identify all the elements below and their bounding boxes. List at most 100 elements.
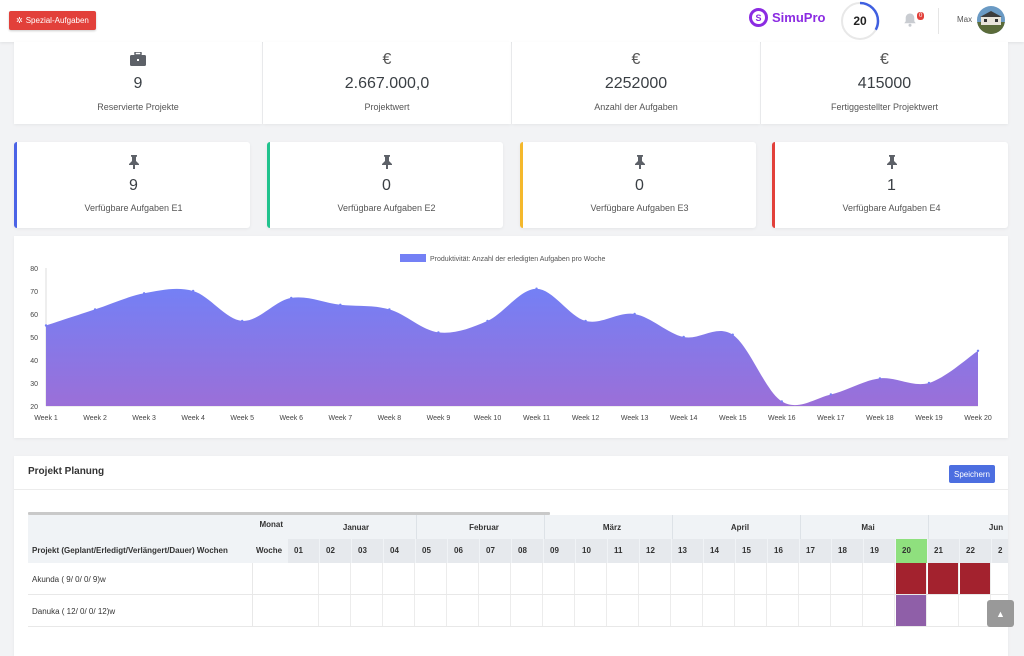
data-point[interactable] — [584, 319, 587, 323]
schedule-cell[interactable] — [608, 595, 639, 626]
schedule-cell[interactable] — [736, 563, 767, 594]
schedule-cell[interactable] — [640, 563, 671, 594]
schedule-cell[interactable] — [896, 595, 927, 626]
task-label: Verfügbare Aufgaben E4 — [842, 203, 941, 213]
task-label: Verfügbare Aufgaben E2 — [337, 203, 436, 213]
schedule-cell[interactable] — [384, 595, 415, 626]
x-tick-label: Week 8 — [378, 415, 402, 422]
schedule-cell[interactable] — [480, 595, 511, 626]
y-tick-label: 20 — [30, 404, 38, 411]
schedule-cell[interactable] — [864, 563, 895, 594]
schedule-cell[interactable] — [576, 563, 607, 594]
schedule-cell[interactable] — [448, 595, 479, 626]
task-label: Verfügbare Aufgaben E1 — [84, 203, 183, 213]
x-tick-label: Week 10 — [474, 415, 502, 422]
avatar[interactable] — [977, 6, 1005, 34]
data-point[interactable] — [731, 333, 734, 336]
legend-swatch[interactable] — [400, 254, 426, 262]
special-tasks-button[interactable]: ✲ Spezial-Aufgaben — [9, 11, 96, 30]
schedule-cell[interactable] — [960, 563, 991, 594]
week-header-cell — [672, 539, 703, 563]
horizontal-scrollbar[interactable] — [28, 512, 550, 515]
schedule-cell[interactable] — [800, 595, 831, 626]
data-point[interactable] — [976, 349, 980, 352]
save-button[interactable]: Speichern — [949, 465, 995, 483]
schedule-cell[interactable] — [512, 563, 543, 594]
schedule-cell[interactable] — [416, 595, 447, 626]
schedule-cell[interactable] — [832, 563, 863, 594]
schedule-cell[interactable] — [672, 563, 703, 594]
schedule-cell[interactable] — [448, 563, 479, 594]
data-point[interactable] — [878, 377, 882, 380]
notification-bell-icon[interactable] — [902, 12, 918, 28]
schedule-cell[interactable] — [800, 563, 831, 594]
task-label: Verfügbare Aufgaben E3 — [590, 203, 689, 213]
month-divider — [800, 515, 801, 539]
x-tick-label: Week 17 — [817, 415, 845, 422]
cell-divider — [252, 595, 253, 627]
data-point[interactable] — [682, 335, 685, 339]
schedule-cell[interactable] — [352, 563, 383, 594]
data-point[interactable] — [927, 381, 931, 385]
scroll-to-top-button[interactable]: ▲ — [987, 600, 1014, 627]
schedule-cell[interactable] — [992, 563, 1008, 594]
schedule-cell[interactable] — [416, 563, 447, 594]
schedule-cell[interactable] — [352, 595, 383, 626]
brand-logo[interactable]: S SimuPro — [749, 8, 825, 27]
euro-icon: € — [382, 51, 392, 68]
data-point[interactable] — [388, 308, 391, 311]
schedule-cell[interactable] — [928, 563, 959, 594]
data-point[interactable] — [241, 319, 244, 323]
data-point[interactable] — [290, 296, 293, 300]
week-header-cell — [640, 539, 671, 563]
data-point[interactable] — [437, 331, 440, 334]
schedule-cell[interactable] — [736, 595, 767, 626]
schedule-cell[interactable] — [768, 595, 799, 626]
data-point[interactable] — [339, 303, 342, 306]
schedule-cell[interactable] — [320, 563, 351, 594]
schedule-cell[interactable] — [512, 595, 543, 626]
data-point[interactable] — [191, 289, 195, 293]
week-label: 21 — [934, 546, 943, 555]
score-ring — [840, 1, 880, 41]
data-point[interactable] — [633, 312, 636, 316]
schedule-cell[interactable] — [480, 563, 511, 594]
task-count: 0 — [382, 177, 391, 194]
schedule-cell[interactable] — [576, 595, 607, 626]
data-point[interactable] — [535, 287, 538, 290]
week-label: 09 — [550, 546, 559, 555]
schedule-cell[interactable] — [384, 563, 415, 594]
schedule-cell[interactable] — [704, 595, 735, 626]
navbar-divider — [938, 8, 939, 34]
project-name: Akunda ( 9/ 0/ 0/ 9)w — [32, 575, 106, 584]
month-label: März — [602, 523, 622, 532]
schedule-cell[interactable] — [544, 595, 575, 626]
user-name[interactable]: Max — [957, 15, 973, 24]
schedule-cell[interactable] — [608, 563, 639, 594]
month-label: Mai — [861, 523, 875, 532]
schedule-cell[interactable] — [704, 563, 735, 594]
week-header-cell — [448, 539, 479, 563]
schedule-cell[interactable] — [640, 595, 671, 626]
week-header-cell — [384, 539, 415, 563]
schedule-cell[interactable] — [928, 595, 959, 626]
schedule-cell[interactable] — [832, 595, 863, 626]
data-point[interactable] — [780, 400, 783, 403]
schedule-cell[interactable] — [768, 563, 799, 594]
schedule-cell[interactable] — [544, 563, 575, 594]
legend-label[interactable]: Produktivität: Anzahl der erledigten Auf… — [430, 256, 605, 263]
schedule-cell[interactable] — [672, 595, 703, 626]
stat-label: Fertiggestellter Projektwert — [830, 102, 939, 112]
data-point[interactable] — [486, 319, 489, 323]
schedule-cell[interactable] — [320, 595, 351, 626]
schedule-cell[interactable] — [896, 563, 927, 594]
top-navbar: ✲ Spezial-Aufgaben S SimuPro 20 0 Max — [0, 0, 1024, 42]
data-point[interactable] — [44, 324, 48, 327]
week-label: 03 — [358, 546, 367, 555]
data-point[interactable] — [829, 393, 833, 396]
schedule-cell[interactable] — [864, 595, 895, 626]
schedule-cell[interactable] — [288, 595, 319, 626]
data-point[interactable] — [93, 308, 97, 311]
schedule-cell[interactable] — [288, 563, 319, 594]
data-point[interactable] — [142, 292, 146, 295]
